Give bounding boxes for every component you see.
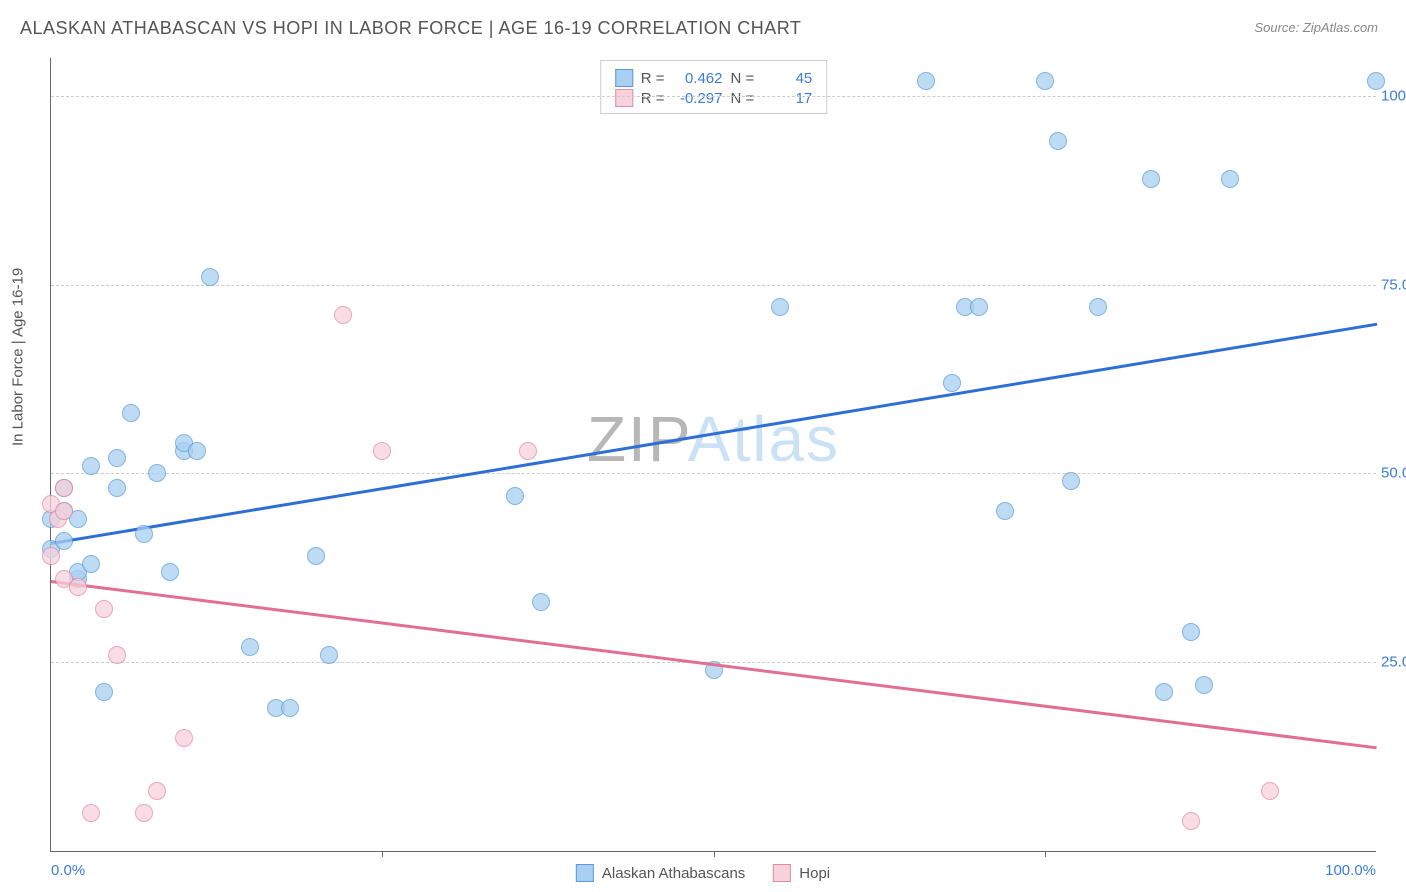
correlation-legend: R = 0.462 N = 45 R = -0.297 N = 17 [600,60,828,114]
data-point-blue [1036,72,1054,90]
data-point-blue [108,449,126,467]
data-point-pink [1182,812,1200,830]
data-point-blue [188,442,206,460]
chart-container: ALASKAN ATHABASCAN VS HOPI IN LABOR FORC… [0,0,1406,892]
data-point-blue [135,525,153,543]
x-tick-mark [714,851,715,857]
x-tick-mark [1045,851,1046,857]
y-tick-label: 25.0% [1381,654,1406,671]
data-point-blue [161,563,179,581]
legend-item-pink: Hopi [773,864,830,882]
data-point-blue [1221,170,1239,188]
swatch-blue [615,69,633,87]
swatch-blue [576,864,594,882]
watermark-part-b: Atlas [688,403,840,475]
data-point-blue [148,464,166,482]
n-value-blue: 45 [762,70,812,87]
data-point-blue [82,555,100,573]
data-point-blue [506,487,524,505]
n-value-pink: 17 [762,90,812,107]
n-label: N = [731,90,755,107]
chart-title: ALASKAN ATHABASCAN VS HOPI IN LABOR FORC… [20,18,801,39]
data-point-blue [917,72,935,90]
legend-item-blue: Alaskan Athabascans [576,864,745,882]
data-point-pink [519,442,537,460]
data-point-blue [943,374,961,392]
data-point-blue [95,683,113,701]
x-tick-label: 100.0% [1325,862,1376,879]
y-axis-label: In Labor Force | Age 16-19 [10,268,27,446]
source-attribution: Source: ZipAtlas.com [1254,20,1378,35]
correlation-row-pink: R = -0.297 N = 17 [615,89,813,107]
data-point-blue [55,532,73,550]
data-point-pink [55,479,73,497]
data-point-blue [771,298,789,316]
data-point-pink [82,804,100,822]
data-point-blue [1049,132,1067,150]
data-point-blue [281,699,299,717]
r-value-pink: -0.297 [673,90,723,107]
data-point-blue [996,502,1014,520]
data-point-pink [69,578,87,596]
data-point-blue [1142,170,1160,188]
data-point-pink [135,804,153,822]
data-point-blue [1155,683,1173,701]
data-point-pink [373,442,391,460]
r-value-blue: 0.462 [673,70,723,87]
legend-label-pink: Hopi [799,865,830,882]
data-point-blue [307,547,325,565]
swatch-pink [615,89,633,107]
data-point-pink [108,646,126,664]
y-tick-label: 50.0% [1381,465,1406,482]
data-point-blue [1367,72,1385,90]
x-tick-label: 0.0% [51,862,85,879]
data-point-blue [1195,676,1213,694]
data-point-blue [970,298,988,316]
trend-line-pink [51,580,1377,749]
data-point-pink [334,306,352,324]
x-tick-mark [382,851,383,857]
trend-line-blue [51,323,1377,545]
correlation-row-blue: R = 0.462 N = 45 [615,69,813,87]
data-point-blue [241,638,259,656]
data-point-blue [201,268,219,286]
watermark: ZIPAtlas [587,402,840,476]
data-point-pink [148,782,166,800]
gridline [51,96,1376,97]
y-tick-label: 75.0% [1381,276,1406,293]
data-point-blue [122,404,140,422]
data-point-blue [82,457,100,475]
data-point-blue [1089,298,1107,316]
legend-label-blue: Alaskan Athabascans [602,865,745,882]
data-point-pink [55,502,73,520]
data-point-blue [320,646,338,664]
plot-area: ZIPAtlas R = 0.462 N = 45 R = -0.297 N =… [50,58,1376,852]
data-point-pink [1261,782,1279,800]
r-label: R = [641,70,665,87]
data-point-pink [42,547,60,565]
series-legend: Alaskan Athabascans Hopi [576,864,830,882]
gridline [51,285,1376,286]
data-point-pink [175,729,193,747]
n-label: N = [731,70,755,87]
y-tick-label: 100.0% [1381,87,1406,104]
data-point-blue [108,479,126,497]
data-point-blue [1062,472,1080,490]
data-point-blue [1182,623,1200,641]
swatch-pink [773,864,791,882]
gridline [51,473,1376,474]
data-point-pink [95,600,113,618]
r-label: R = [641,90,665,107]
data-point-blue [532,593,550,611]
